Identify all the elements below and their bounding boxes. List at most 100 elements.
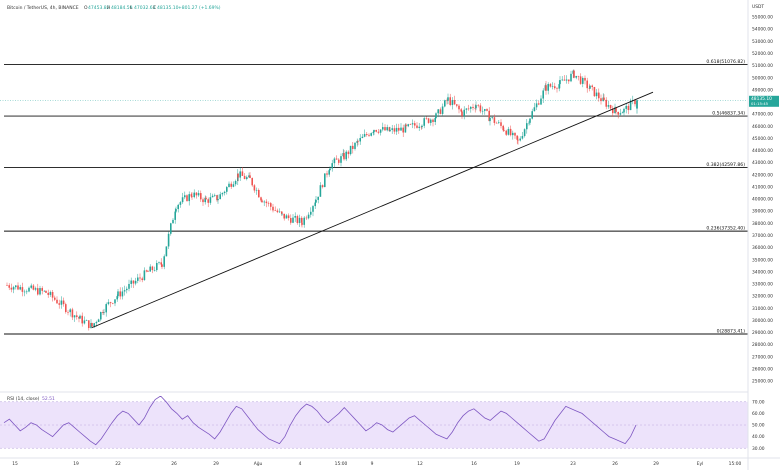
candle-body xyxy=(114,299,116,304)
candle-body xyxy=(303,217,305,225)
low-value: 47032.63 xyxy=(134,5,156,11)
price-tick: 51000.00 xyxy=(752,63,773,69)
candle-body xyxy=(427,118,430,123)
rsi-name[interactable]: RSI (14, close) xyxy=(7,396,40,402)
candle-body xyxy=(395,127,398,132)
ascending-trendline[interactable] xyxy=(91,91,654,329)
candle-body xyxy=(149,266,151,272)
candle-body xyxy=(248,175,250,178)
candle-body xyxy=(389,129,391,132)
candle-body xyxy=(425,118,428,119)
candle-body xyxy=(634,99,636,105)
price-tick: 40000.00 xyxy=(752,197,773,203)
candle-body xyxy=(382,127,384,130)
candle-body xyxy=(423,118,425,126)
candle-body xyxy=(253,185,256,191)
candle-body xyxy=(333,158,336,164)
price-tick: 47000.00 xyxy=(752,112,773,118)
price-tick: 31000.00 xyxy=(752,306,773,312)
candle-body xyxy=(621,112,624,114)
candle-body xyxy=(489,117,491,122)
trendline[interactable] xyxy=(91,91,654,329)
candle-body xyxy=(558,84,560,89)
candle-body xyxy=(246,177,248,180)
candle-body xyxy=(519,138,521,141)
candle-body xyxy=(505,130,507,135)
candle-body xyxy=(354,142,356,149)
candle-body xyxy=(456,104,458,106)
candle-body xyxy=(283,213,285,219)
candle-body xyxy=(263,201,265,203)
candle-body xyxy=(400,127,402,131)
fibonacci-retracement[interactable]: 0.618(51076.82) 0.5(46837.34) 0.382(42597.… xyxy=(0,59,748,335)
candle-body xyxy=(234,180,237,185)
candle-body xyxy=(479,105,482,112)
candle-body xyxy=(326,173,328,175)
candle-body xyxy=(90,322,92,329)
candle-body xyxy=(470,106,472,109)
candle-body xyxy=(174,211,176,220)
candle-body xyxy=(107,302,110,305)
candle-body xyxy=(356,141,358,143)
candle-body xyxy=(418,126,420,128)
candle-body xyxy=(83,320,86,324)
time-axis[interactable]: 15 19 22 26 29 Ağu 4 15:00 9 12 16 19 23 26 29 Eyl 15:00 xyxy=(12,460,741,467)
price-axis[interactable] xyxy=(748,0,780,470)
candle-body xyxy=(128,283,130,289)
rsi-tick: 70.00 xyxy=(752,399,765,405)
candle-body xyxy=(258,189,260,198)
candle-body xyxy=(595,92,598,97)
candle-body xyxy=(56,299,58,304)
candle-body xyxy=(237,173,239,178)
high-label: H xyxy=(107,5,110,11)
candle-body xyxy=(441,106,444,114)
candle-body xyxy=(372,131,375,134)
candle-body xyxy=(134,280,137,284)
candle-body xyxy=(533,107,536,112)
candle-body xyxy=(340,156,342,163)
time-tick: 15 xyxy=(12,461,18,467)
candle-body xyxy=(28,287,30,292)
candle-body xyxy=(421,125,423,128)
candle-body xyxy=(388,127,391,132)
candle-body xyxy=(143,270,146,281)
candle-body xyxy=(281,211,283,214)
candle-body xyxy=(78,316,80,319)
candle-body xyxy=(563,79,566,81)
candle-body xyxy=(414,123,416,126)
candle-body xyxy=(261,200,263,203)
candle-body xyxy=(39,288,41,295)
candle-body xyxy=(58,303,60,305)
candle-body xyxy=(612,108,614,114)
time-tick: 15:00 xyxy=(729,461,742,467)
candle-body xyxy=(420,126,423,128)
candle-body xyxy=(298,217,301,223)
symbol-title[interactable]: Bitcoin / TetherUS, 4h, BINANCE xyxy=(7,5,79,11)
candle-body xyxy=(290,218,292,223)
candle-body xyxy=(623,108,625,113)
candle-body xyxy=(239,171,241,178)
candle-body xyxy=(529,118,531,123)
candle-body xyxy=(54,297,56,300)
candle-body xyxy=(500,122,502,126)
time-tick: 29 xyxy=(653,461,659,467)
candle-body xyxy=(217,199,219,201)
time-tick: 26 xyxy=(171,461,177,467)
candle-body xyxy=(568,79,570,82)
candle-body xyxy=(310,211,312,215)
candle-body xyxy=(573,70,575,78)
candle-body xyxy=(158,262,160,263)
candle-body xyxy=(416,125,418,128)
candle-body xyxy=(153,270,156,271)
candle-body xyxy=(407,124,409,127)
candle-body xyxy=(156,262,158,271)
candle-body xyxy=(556,88,558,89)
candle-body xyxy=(190,194,193,197)
candle-body xyxy=(523,129,526,137)
last-price-countdown: 01:15:45 xyxy=(751,101,769,106)
candle-body xyxy=(272,206,274,211)
rsi-line xyxy=(3,396,637,446)
candle-body xyxy=(221,193,224,195)
candle-body xyxy=(319,185,322,197)
